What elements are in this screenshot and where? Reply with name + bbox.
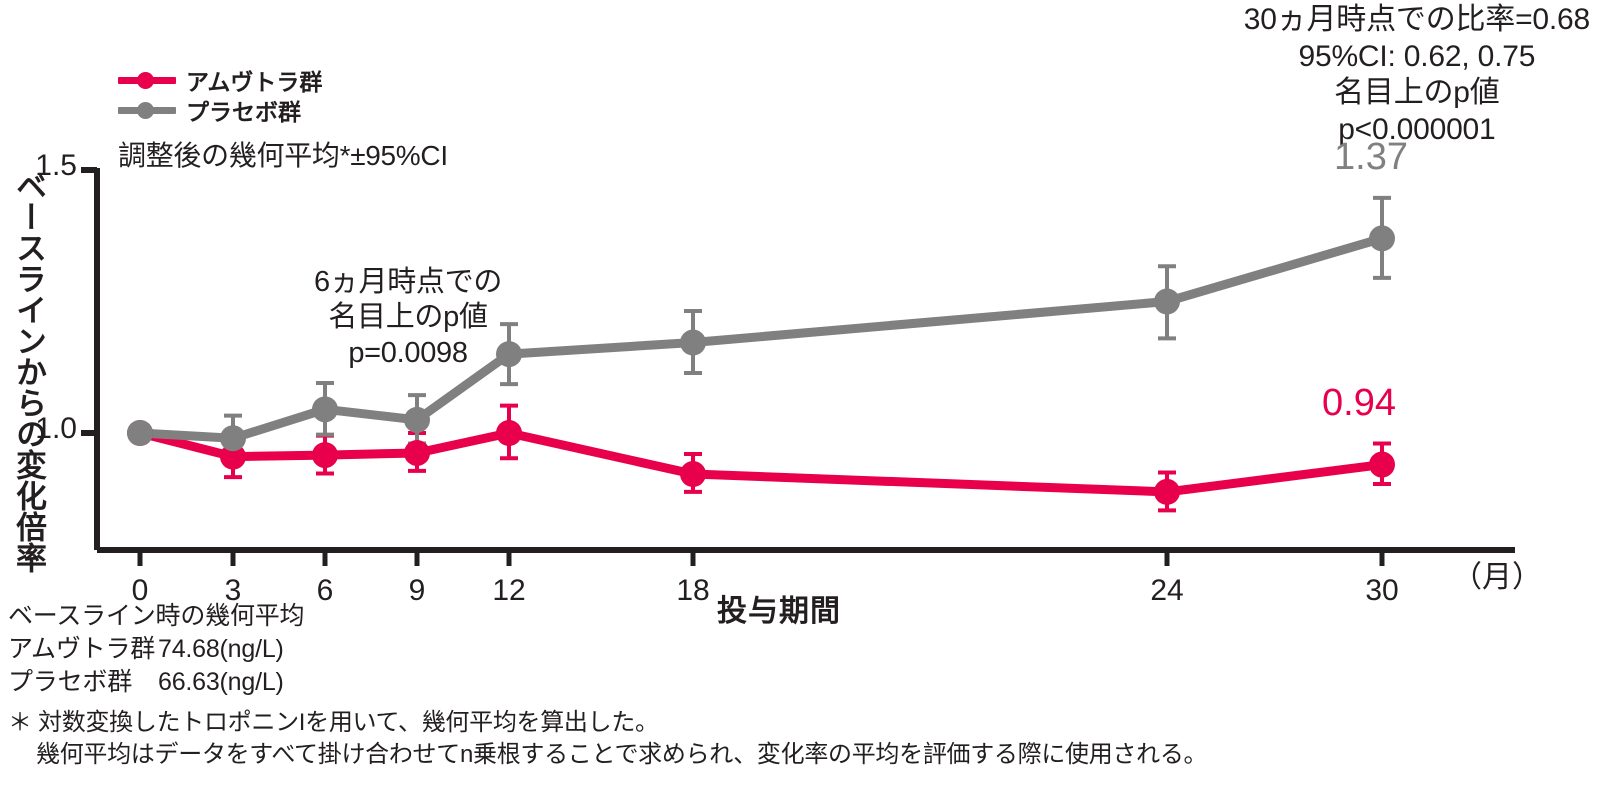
x-axis-tick-label: 24 [1150, 574, 1184, 607]
ratio-annotation: 30ヵ月時点での比率=0.68 95%CI: 0.62, 0.75 名目上のp値… [1244, 2, 1590, 148]
x-axis-tick-label: 3 [224, 574, 242, 607]
x-axis-tick-label: 6 [316, 574, 334, 607]
data-point-placebo [496, 341, 522, 368]
x-axis-tick-label: 12 [492, 574, 526, 607]
series-line-treatment [135, 428, 1387, 497]
legend-label-treatment: アムヴトラ群 [186, 69, 323, 95]
data-point-treatment [496, 420, 522, 446]
data-point-placebo [680, 329, 706, 356]
ratio-annotation-line-1: 30ヵ月時点での比率=0.68 [1243, 3, 1590, 36]
ratio-annotation-line-3: 名目上のp値 [1334, 76, 1500, 110]
baseline-row-treatment: アムヴトラ群 74.68(ng/L) [8, 633, 304, 666]
ratio-annotation-line-2: 95%CI: 0.62, 0.75 [1298, 39, 1536, 73]
x-axis-tick-label: 9 [408, 574, 426, 607]
chart-legend: アムヴトラ群 プラセボ群 [118, 66, 322, 126]
baseline-value-placebo: 66.63(ng/L) [158, 668, 284, 696]
pvalue-annotation-line-1: 6ヵ月時点での [313, 266, 503, 298]
x-axis-tick-label: 18 [676, 574, 710, 607]
ratio-annotation-line-4: p<0.000001 [1338, 112, 1496, 146]
legend-marker-placebo-icon [118, 99, 176, 121]
legend-label-placebo: プラセボ群 [186, 99, 301, 125]
y-axis-tick-label: 1.0 [35, 412, 77, 445]
data-point-placebo [404, 406, 430, 433]
footnote-line-2: 幾何平均はデータをすべて掛け合わせてn乗根することで求められ、変化率の平均を評価… [36, 741, 1208, 769]
x-axis-title: 投与期間 [717, 595, 841, 628]
baseline-name-treatment: アムヴトラ群 [8, 635, 156, 663]
data-point-placebo [127, 420, 153, 446]
legend-note: 調整後の幾何平均*±95%CI [118, 140, 448, 171]
data-point-treatment [312, 442, 338, 469]
pvalue-annotation: 6ヵ月時点での 名目上のp値 p=0.0098 [283, 265, 533, 371]
data-point-treatment [1369, 451, 1395, 478]
data-point-treatment [680, 461, 706, 488]
footnote-block: ＊ 対数変換したトロポニンIを用いて、幾何平均を算出した。 幾何平均はデータをす… [8, 707, 1208, 772]
x-axis-tick-label: 30 [1365, 574, 1399, 607]
footnote-line-1: ＊ 対数変換したトロポニンIを用いて、幾何平均を算出した。 [8, 709, 659, 736]
legend-item-treatment: アムヴトラ群 [118, 66, 323, 95]
legend-item-placebo: プラセボ群 [118, 96, 322, 125]
baseline-geomean-block: ベースライン時の幾何平均 アムヴトラ群 74.68(ng/L) プラセボ群 66… [8, 600, 305, 699]
data-point-treatment [404, 439, 430, 466]
plot-area [81, 167, 1515, 566]
pvalue-annotation-line-3: p=0.0098 [348, 336, 468, 369]
x-axis-tick-label: 0 [131, 574, 149, 607]
legend-marker-treatment-icon [118, 69, 176, 91]
y-axis-tick-label: 1.5 [35, 149, 77, 182]
baseline-title: ベースライン時の幾何平均 [8, 602, 305, 630]
y-axis-title: ベースラインからの変化倍率 [11, 170, 46, 573]
series-line-placebo [135, 233, 1387, 443]
x-axis-unit-label: （月） [1452, 561, 1542, 594]
data-point-placebo [1154, 288, 1180, 315]
endpoint-value-treatment: 0.94 [1322, 381, 1396, 424]
baseline-value-treatment: 74.68(ng/L) [158, 635, 284, 663]
data-point-treatment [220, 443, 246, 470]
data-point-placebo [220, 425, 246, 452]
baseline-row-placebo: プラセボ群 66.63(ng/L) [8, 666, 304, 699]
baseline-name-placebo: プラセボ群 [8, 668, 133, 696]
pvalue-annotation-line-2: 名目上のp値 [328, 301, 488, 334]
endpoint-value-placebo: 1.37 [1334, 135, 1408, 178]
data-point-placebo [312, 396, 338, 423]
data-point-treatment [1154, 478, 1180, 505]
data-point-placebo [1369, 225, 1395, 252]
